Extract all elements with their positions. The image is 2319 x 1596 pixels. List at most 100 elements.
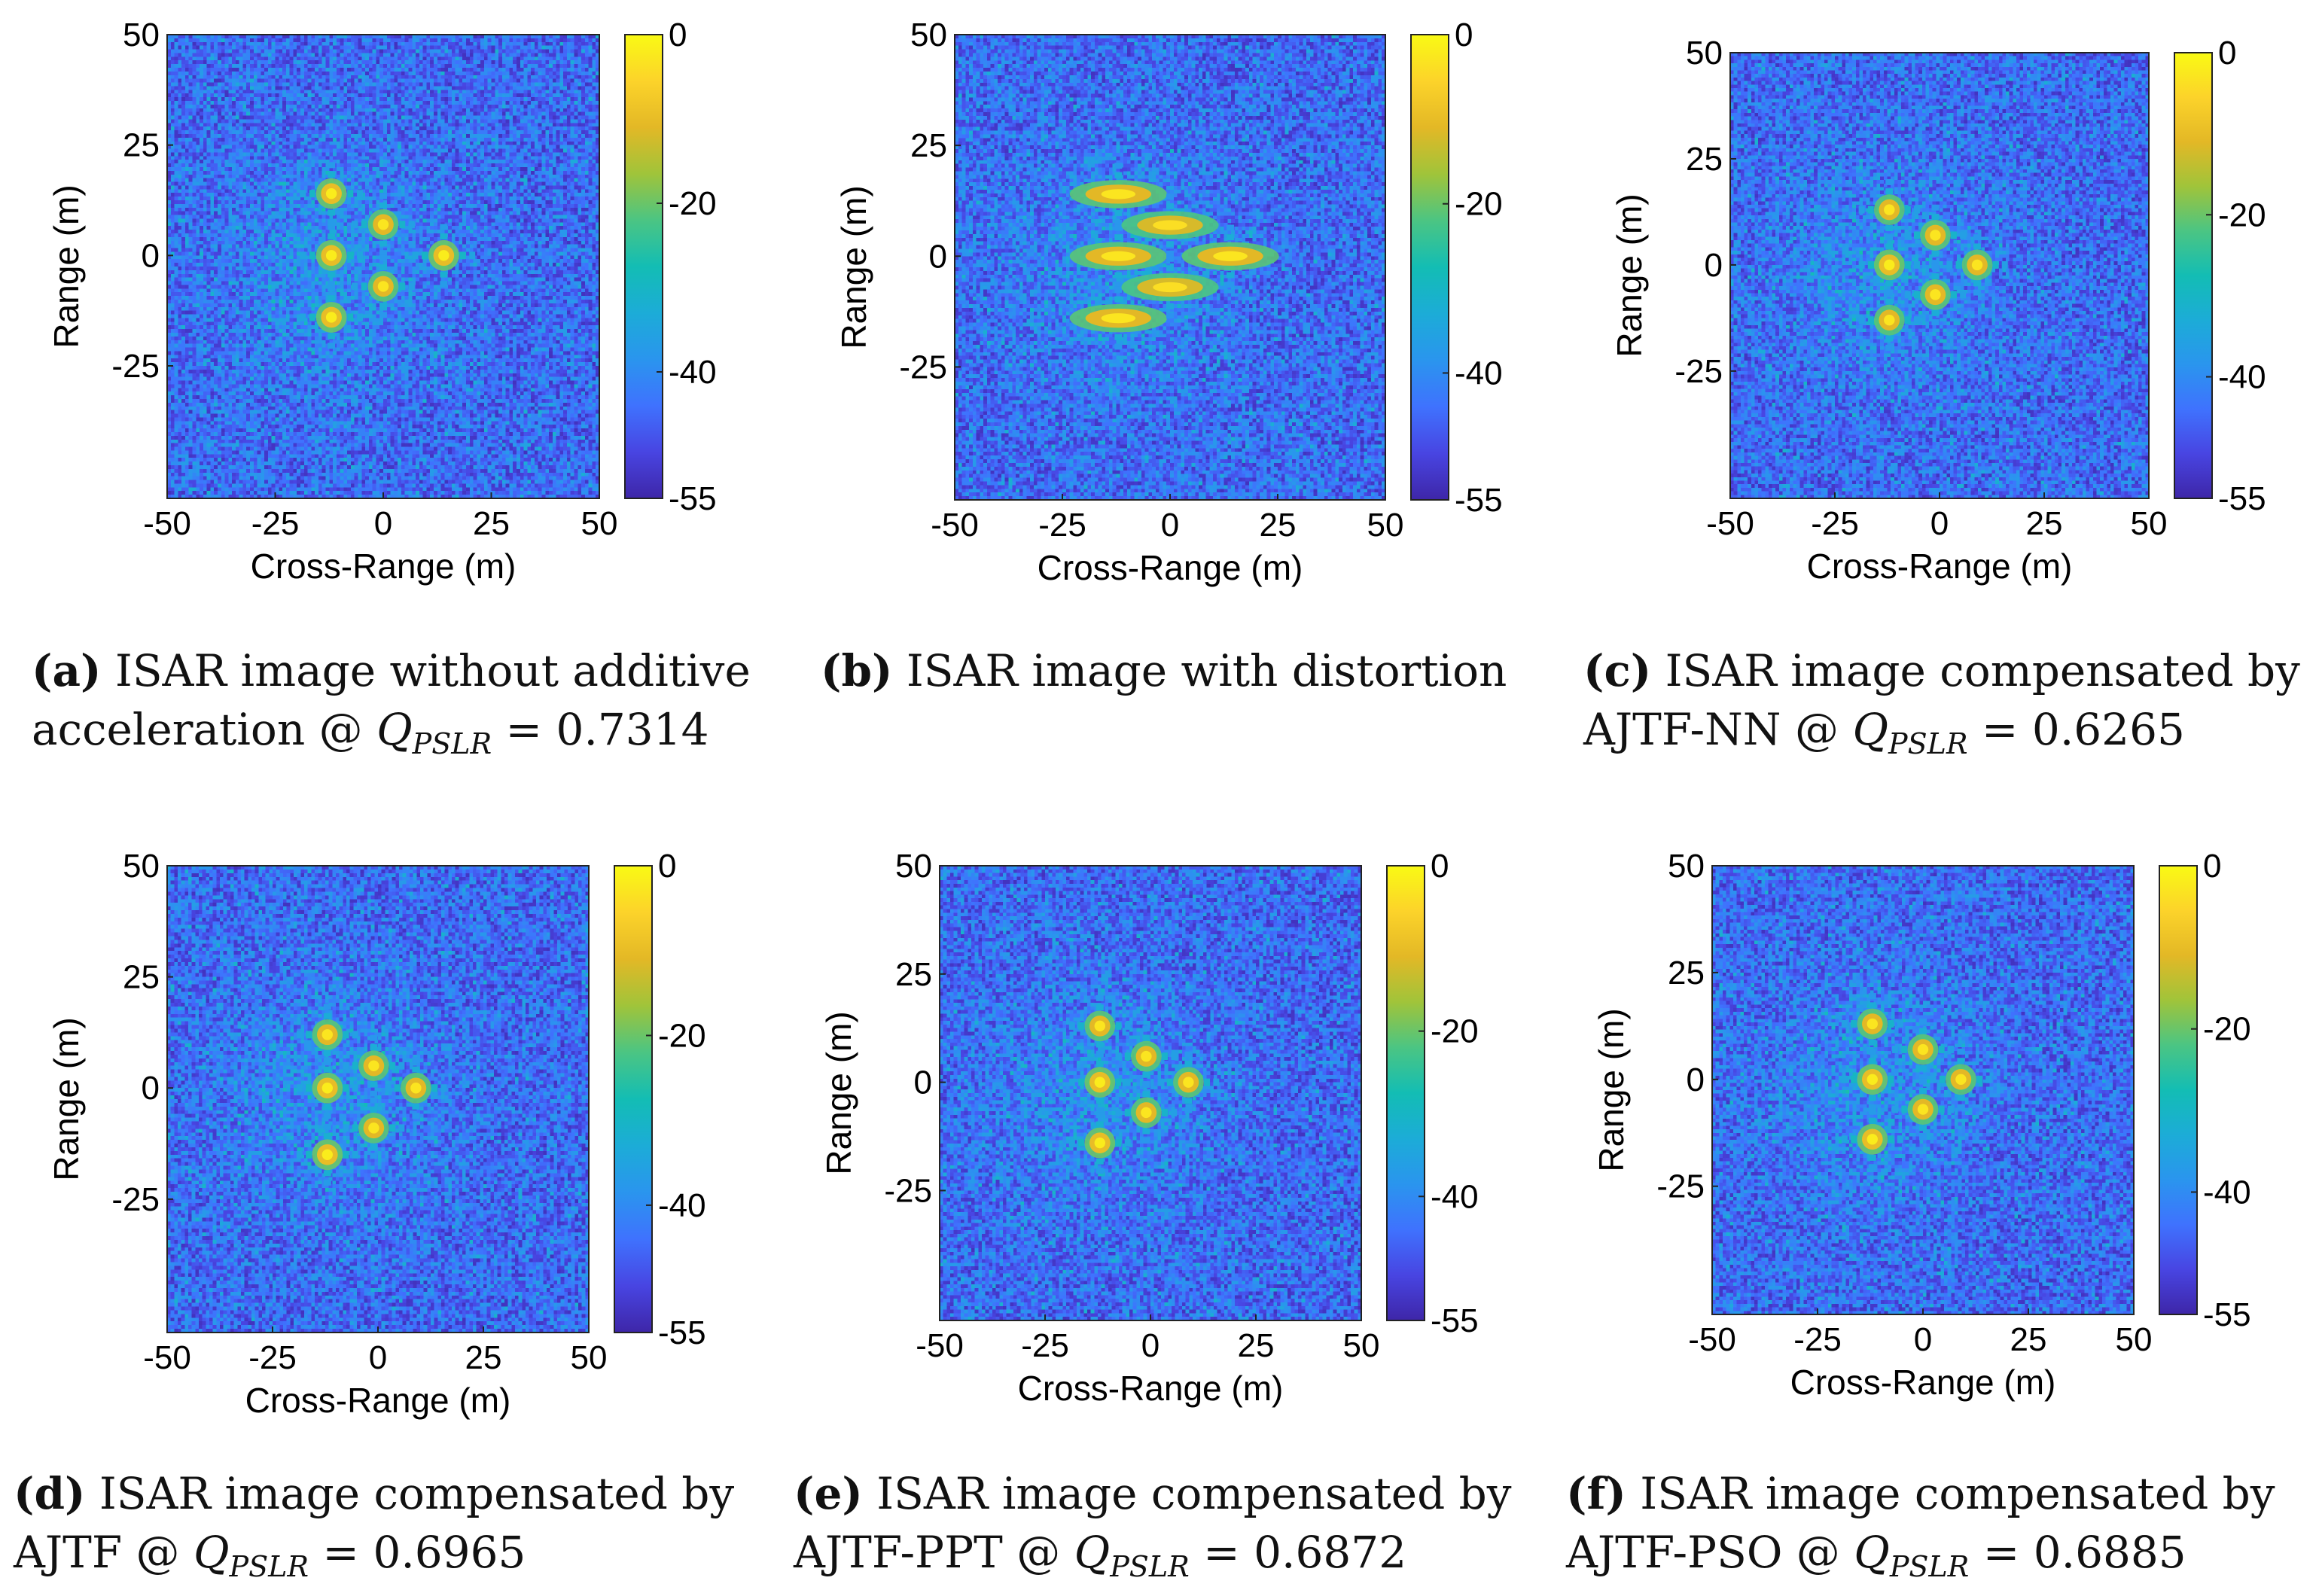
sidelobe-mark <box>1096 1158 1104 1165</box>
colorbar-tick-label: -20 <box>658 1017 706 1054</box>
sidelobe-mark <box>1913 206 1920 214</box>
sidelobe-mark <box>1124 1052 1131 1061</box>
sidelobe-mark <box>1919 1028 1927 1034</box>
sidelobe-mark <box>1919 1074 1927 1081</box>
sidelobe-mark <box>422 251 428 260</box>
sidelobe-mark <box>398 1124 405 1132</box>
x-tick-label: 25 <box>1260 507 1297 544</box>
sidelobe-mark <box>309 251 315 260</box>
scatterer-peak <box>1955 1074 1967 1086</box>
sidelobe-mark <box>1985 1075 1992 1083</box>
sidelobe-mark <box>431 1084 438 1092</box>
x-axis-label: Cross-Range (m) <box>1018 1369 1284 1408</box>
caption-label: (a) <box>32 645 102 696</box>
sidelobe-mark <box>1213 1078 1220 1086</box>
x-axis-label: Cross-Range (m) <box>1038 548 1303 587</box>
sidelobe-mark <box>352 221 358 229</box>
sidelobe-mark <box>1184 1051 1193 1058</box>
sidelobe-mark <box>1931 263 1940 270</box>
colorbar-tick-label: -40 <box>669 354 717 391</box>
sidelobe-mark <box>1114 224 1123 231</box>
scatterer-peak <box>325 250 337 261</box>
sidelobe-mark <box>1115 1022 1122 1030</box>
y-axis-label: Range (m) <box>834 185 873 349</box>
sidelobe-mark <box>1851 1075 1857 1083</box>
sidelobe-mark <box>1166 265 1174 272</box>
sidelobe-mark <box>1904 291 1911 299</box>
colorbar-tick-label: 0 <box>669 17 687 53</box>
x-tick-label: 50 <box>1343 1327 1380 1364</box>
scatterer-peak <box>1213 251 1248 261</box>
sidelobe-mark <box>1858 316 1865 324</box>
colorbar <box>614 865 653 1333</box>
scatterer-peak <box>1153 282 1187 293</box>
colorbar-tick-label: -55 <box>669 480 717 517</box>
sidelobe-mark <box>300 190 306 198</box>
sidelobe-mark <box>323 1179 331 1186</box>
sidelobe-mark <box>323 1057 331 1064</box>
sidelobe-mark <box>328 271 336 278</box>
x-tick-label: -25 <box>1811 505 1859 542</box>
sidelobe-mark <box>408 221 415 229</box>
sidelobe-mark <box>412 1103 420 1110</box>
sidelobe-mark <box>1950 231 1957 239</box>
scatterer-peak <box>1971 259 1983 271</box>
sidelobe-mark <box>309 190 315 198</box>
panel-c: -50 -25 0 25 50 50 25 0 -25 Cross-Range (m) Range … <box>1610 35 2302 596</box>
sidelobe-mark <box>1904 231 1911 239</box>
sidelobe-mark <box>459 251 466 260</box>
sidelobe-mark <box>389 1061 396 1070</box>
sidelobe-mark <box>1897 1075 1903 1083</box>
caption-f: (f) ISAR image compensated by AJTF-PSO @… <box>1566 1464 2275 1596</box>
sidelobe-mark <box>1892 1046 1899 1054</box>
sidelobe-mark <box>412 1113 420 1119</box>
colorbar-tick-label: -55 <box>2203 1296 2251 1333</box>
sidelobe-mark <box>1868 1164 1876 1171</box>
scatterer-peak <box>1917 1104 1929 1115</box>
sidelobe-mark <box>328 343 336 349</box>
scatterer-peak <box>368 1122 379 1134</box>
sidelobe-mark <box>1115 1139 1122 1147</box>
colorbar-tick-label: -40 <box>1455 355 1503 391</box>
sidelobe-mark <box>1885 335 1894 342</box>
sidelobe-mark <box>1166 193 1174 200</box>
sidelobe-mark <box>1931 319 1940 326</box>
sidelobe-mark <box>296 1084 303 1092</box>
sidelobe-mark <box>1868 1002 1876 1009</box>
sidelobe-mark <box>328 162 336 169</box>
sidelobe-mark <box>1957 1048 1965 1055</box>
x-tick-label: 50 <box>2131 505 2168 542</box>
y-tick-label: 0 <box>1687 1061 1705 1098</box>
sidelobe-mark <box>1919 1087 1927 1094</box>
scatterer-peak <box>438 250 449 261</box>
sidelobe-mark <box>357 313 364 321</box>
sidelobe-mark <box>1888 1020 1894 1028</box>
colorbar-tick-label: -40 <box>2218 359 2266 396</box>
sidelobe-mark <box>1851 1135 1857 1144</box>
colorbar-tick-label: 0 <box>2218 35 2236 72</box>
colorbar-tick-label: 0 <box>2203 848 2221 885</box>
q-pslr-symbol: QPSLR <box>1854 1527 1970 1583</box>
sidelobe-mark <box>1162 1108 1169 1116</box>
sidelobe-mark <box>370 1106 378 1113</box>
x-tick-label: 0 <box>1161 507 1179 544</box>
sidelobe-mark <box>1867 316 1874 324</box>
sidelobe-mark <box>1973 280 1982 287</box>
sidelobe-mark <box>1184 1107 1193 1113</box>
sidelobe-mark <box>1957 1104 1965 1110</box>
colorbar-tick-label: 0 <box>1431 848 1449 885</box>
x-axis-label: Cross-Range (m) <box>1807 547 2073 586</box>
scatterer-peak <box>1101 251 1136 261</box>
sidelobe-mark <box>1947 1046 1954 1054</box>
sidelobe-mark <box>1885 234 1894 241</box>
sidelobe-mark <box>1867 206 1874 214</box>
caption-label: (c) <box>1583 645 1652 696</box>
y-tick-label: 25 <box>1686 141 1723 178</box>
sidelobe-mark <box>1124 1139 1131 1147</box>
y-axis-label: Range (m) <box>1610 193 1649 357</box>
panel-b: -50 -25 0 25 50 50 25 0 -25 Cross-Range (m) Range … <box>834 17 1539 598</box>
sidelobe-mark <box>328 285 336 292</box>
caption-c: (c) ISAR image compensated by AJTF-NN @ … <box>1583 641 2300 773</box>
sidelobe-mark <box>370 1097 378 1104</box>
x-tick-label: 50 <box>1367 507 1404 544</box>
